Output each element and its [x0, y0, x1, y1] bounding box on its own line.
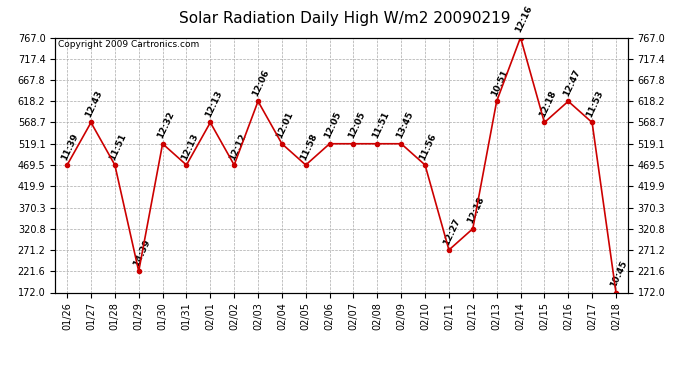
Text: 10:45: 10:45	[609, 260, 629, 289]
Text: 12:13: 12:13	[204, 89, 224, 119]
Text: 12:05: 12:05	[346, 111, 366, 140]
Text: 12:13: 12:13	[179, 132, 199, 162]
Text: 11:58: 11:58	[299, 132, 319, 162]
Text: 12:47: 12:47	[561, 68, 582, 98]
Text: 14:39: 14:39	[132, 238, 152, 268]
Text: 11:51: 11:51	[371, 111, 391, 140]
Text: 12:16: 12:16	[513, 4, 534, 34]
Text: 12:12: 12:12	[227, 132, 248, 162]
Text: 12:27: 12:27	[442, 217, 462, 246]
Text: 12:01: 12:01	[275, 111, 295, 140]
Text: 12:18: 12:18	[466, 195, 486, 225]
Text: 12:32: 12:32	[156, 111, 176, 140]
Text: Copyright 2009 Cartronics.com: Copyright 2009 Cartronics.com	[58, 40, 199, 49]
Text: 11:56: 11:56	[418, 132, 438, 162]
Text: Solar Radiation Daily High W/m2 20090219: Solar Radiation Daily High W/m2 20090219	[179, 11, 511, 26]
Text: 12:18: 12:18	[538, 89, 558, 119]
Text: 13:45: 13:45	[394, 111, 415, 140]
Text: 12:05: 12:05	[323, 111, 343, 140]
Text: 12:43: 12:43	[84, 89, 104, 119]
Text: 11:39: 11:39	[60, 132, 81, 162]
Text: 11:51: 11:51	[108, 132, 128, 162]
Text: 11:53: 11:53	[585, 89, 605, 119]
Text: 10:51: 10:51	[490, 68, 510, 98]
Text: 12:06: 12:06	[251, 68, 271, 98]
